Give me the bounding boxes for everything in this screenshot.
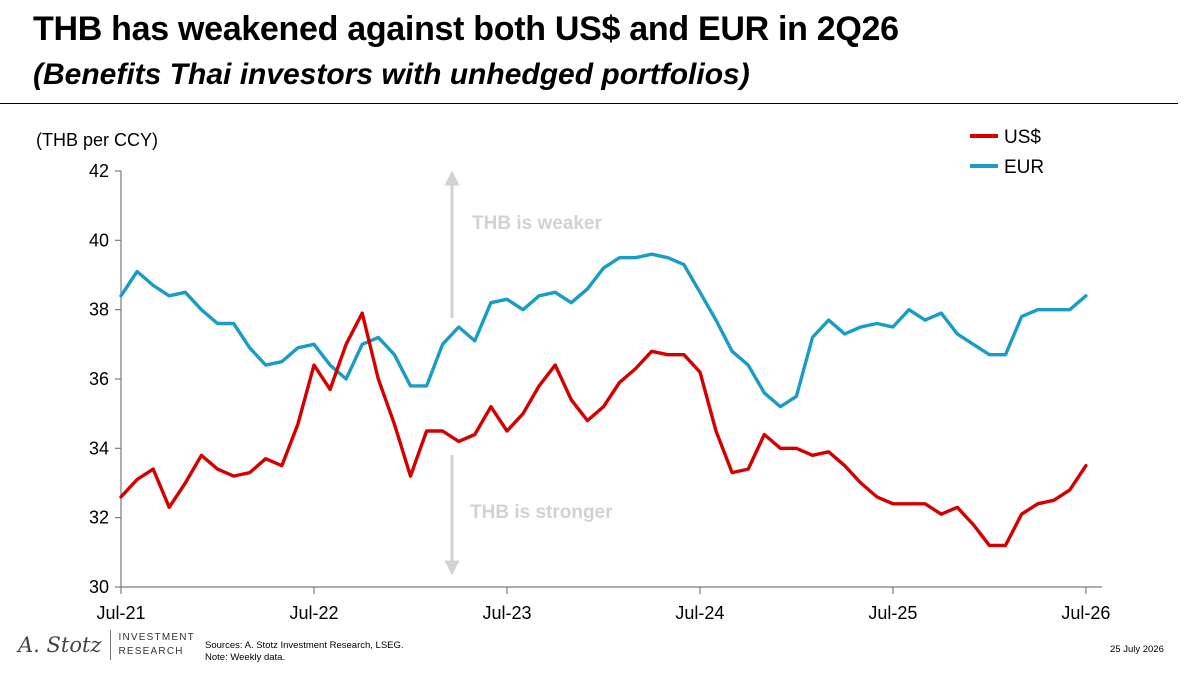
y-tick-label: 42 xyxy=(89,161,109,181)
legend-label-eur: EUR xyxy=(1004,157,1044,178)
logo-signature: A. Stotz xyxy=(18,633,102,657)
annotation-weaker: THB is weaker xyxy=(472,213,602,234)
x-tick-label: Jul-21 xyxy=(96,603,145,623)
x-tick-label: Jul-23 xyxy=(482,603,531,623)
y-tick-label: 40 xyxy=(89,230,109,250)
logo-divider xyxy=(109,630,111,660)
page-title: THB has weakened against both US$ and EU… xyxy=(33,10,899,48)
publication-date: 25 July 2026 xyxy=(1110,644,1164,655)
note-text: Note: Weekly data. xyxy=(205,652,286,663)
legend-label-usd: US$ xyxy=(1004,127,1041,148)
x-tick-label: Jul-22 xyxy=(289,603,338,623)
y-tick-label: 30 xyxy=(89,577,109,597)
x-tick-label: Jul-26 xyxy=(1061,603,1110,623)
footer-sources: Sources: A. Stotz Investment Research, L… xyxy=(205,640,404,664)
annotation-stronger: THB is stronger xyxy=(470,502,613,523)
page-subtitle: (Benefits Thai investors with unhedged p… xyxy=(33,58,750,91)
logo-line-1: INVESTMENT xyxy=(118,632,195,643)
chart-annotations: THB is weaker THB is stronger xyxy=(444,170,613,576)
chart-axes: 30 32 34 36 38 40 42 Jul-21 Jul-22 Jul-23 Jul-24 Ju… xyxy=(89,161,1110,623)
sources-text: Sources: A. Stotz Investment Research, L… xyxy=(205,640,404,651)
legend: US$ EUR xyxy=(970,127,1044,178)
series-line-eur xyxy=(119,252,1088,409)
series-layer xyxy=(119,252,1088,548)
y-axis-unit-label: (THB per CCY) xyxy=(36,130,159,150)
logo-line-2: RESEARCH xyxy=(118,646,184,657)
y-tick-label: 38 xyxy=(89,300,109,320)
x-tick-label: Jul-25 xyxy=(868,603,917,623)
series-line-us xyxy=(119,311,1088,548)
y-tick-label: 36 xyxy=(89,369,109,389)
y-tick-label: 34 xyxy=(89,438,109,458)
logo-wordmark: INVESTMENT RESEARCH xyxy=(119,631,195,659)
x-tick-label: Jul-24 xyxy=(675,603,724,623)
header-divider xyxy=(0,103,1178,104)
y-tick-label: 32 xyxy=(89,508,109,528)
company-logo: A. Stotz INVESTMENT RESEARCH xyxy=(18,630,195,660)
